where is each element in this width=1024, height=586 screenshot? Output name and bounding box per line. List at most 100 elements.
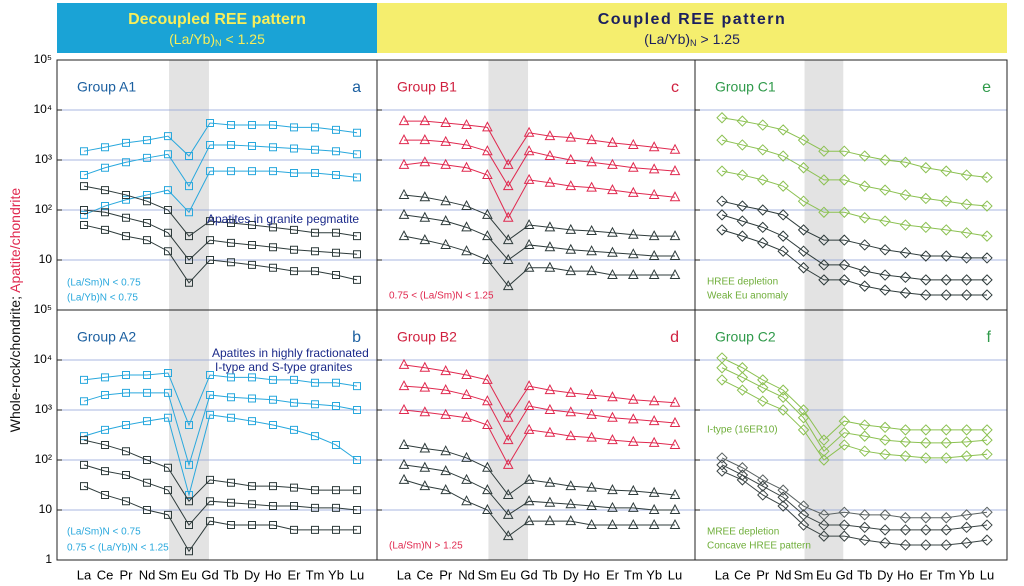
data-marker [669,268,681,280]
data-marker [482,373,493,384]
data-marker [586,388,597,399]
data-marker [544,426,556,437]
data-marker [440,116,452,127]
data-marker [565,430,577,441]
data-marker [290,483,298,492]
data-marker [920,274,932,286]
data-marker [185,421,193,430]
data-marker [269,121,277,130]
data-marker [227,167,235,176]
series-line [83,439,357,502]
data-marker [461,199,472,211]
data-marker [777,500,789,512]
data-marker [523,495,535,506]
data-marker [185,152,193,161]
x-tick-label: Tm [624,567,643,582]
data-marker [920,250,932,262]
annotation: HREE depletion [707,277,778,288]
x-tick-label: Pr [120,567,134,582]
data-marker [544,476,556,487]
data-marker [461,161,472,172]
data-marker [607,411,618,422]
y-tick-label: 10³ [35,152,52,166]
data-marker [858,509,871,521]
data-marker [940,274,952,286]
data-marker [797,424,810,436]
data-marker [482,503,493,514]
data-marker [797,195,810,207]
y-tick-label: 10⁴ [33,352,52,366]
data-marker [981,289,993,301]
data-marker [311,486,319,495]
data-marker [586,224,597,236]
data-marker [818,519,830,531]
data-marker [736,200,749,212]
data-marker [206,371,214,380]
data-marker [185,278,193,287]
data-marker [757,381,769,394]
data-marker [648,503,660,514]
series-line [403,214,675,261]
data-marker [353,506,361,514]
data-marker [607,246,618,257]
data-marker [607,184,618,195]
data-marker [920,512,932,524]
data-marker [269,167,277,176]
data-marker [607,136,618,147]
y-label-apatite: Apatite/chondrite [7,188,23,293]
data-marker [164,247,172,256]
data-marker [981,230,993,242]
data-marker [269,395,277,404]
data-marker [80,221,88,230]
data-marker [248,373,256,382]
data-marker [523,515,535,526]
y-axis-label: Whole-rock/chondrite; Apatite/chondrite [7,188,23,433]
data-marker [879,524,891,536]
data-marker [565,153,577,164]
data-marker [544,261,556,272]
data-marker [248,240,256,249]
header-right [377,3,1007,53]
data-marker [757,395,769,407]
data-marker [669,438,681,449]
data-marker [122,190,130,199]
y-tick-label: 10 [39,502,53,516]
ratio: (La/Yb) [644,31,690,47]
data-marker [716,165,728,177]
data-marker [440,215,452,226]
data-marker [502,508,514,519]
data-marker [122,388,130,397]
series-line [721,117,988,178]
data-marker [419,461,431,472]
data-marker [269,223,277,232]
data-marker [899,539,912,551]
y-tick-label: 10⁵ [34,52,52,66]
data-marker [818,274,830,286]
data-marker [838,439,851,451]
data-marker [227,478,235,487]
data-marker [544,176,556,187]
annotation: MREE depletion [707,527,779,538]
data-marker [502,211,514,222]
data-marker [290,425,298,434]
x-tick-label: Sm [158,567,178,582]
data-marker [818,445,830,457]
data-marker [227,258,235,267]
data-marker [627,518,639,530]
data-marker [648,415,660,426]
data-marker [607,484,618,495]
data-marker [523,261,535,272]
data-marker [248,417,256,426]
data-marker [164,463,172,472]
data-marker [757,119,769,131]
data-marker [461,411,472,422]
data-marker [716,374,728,386]
data-marker [311,247,319,256]
panel-title: Group A1 [77,79,136,95]
data-marker [838,415,851,427]
data-marker [838,530,851,542]
panel-title: Group A2 [77,329,136,345]
data-marker [565,243,577,254]
data-marker [206,167,214,176]
data-marker [940,195,952,207]
